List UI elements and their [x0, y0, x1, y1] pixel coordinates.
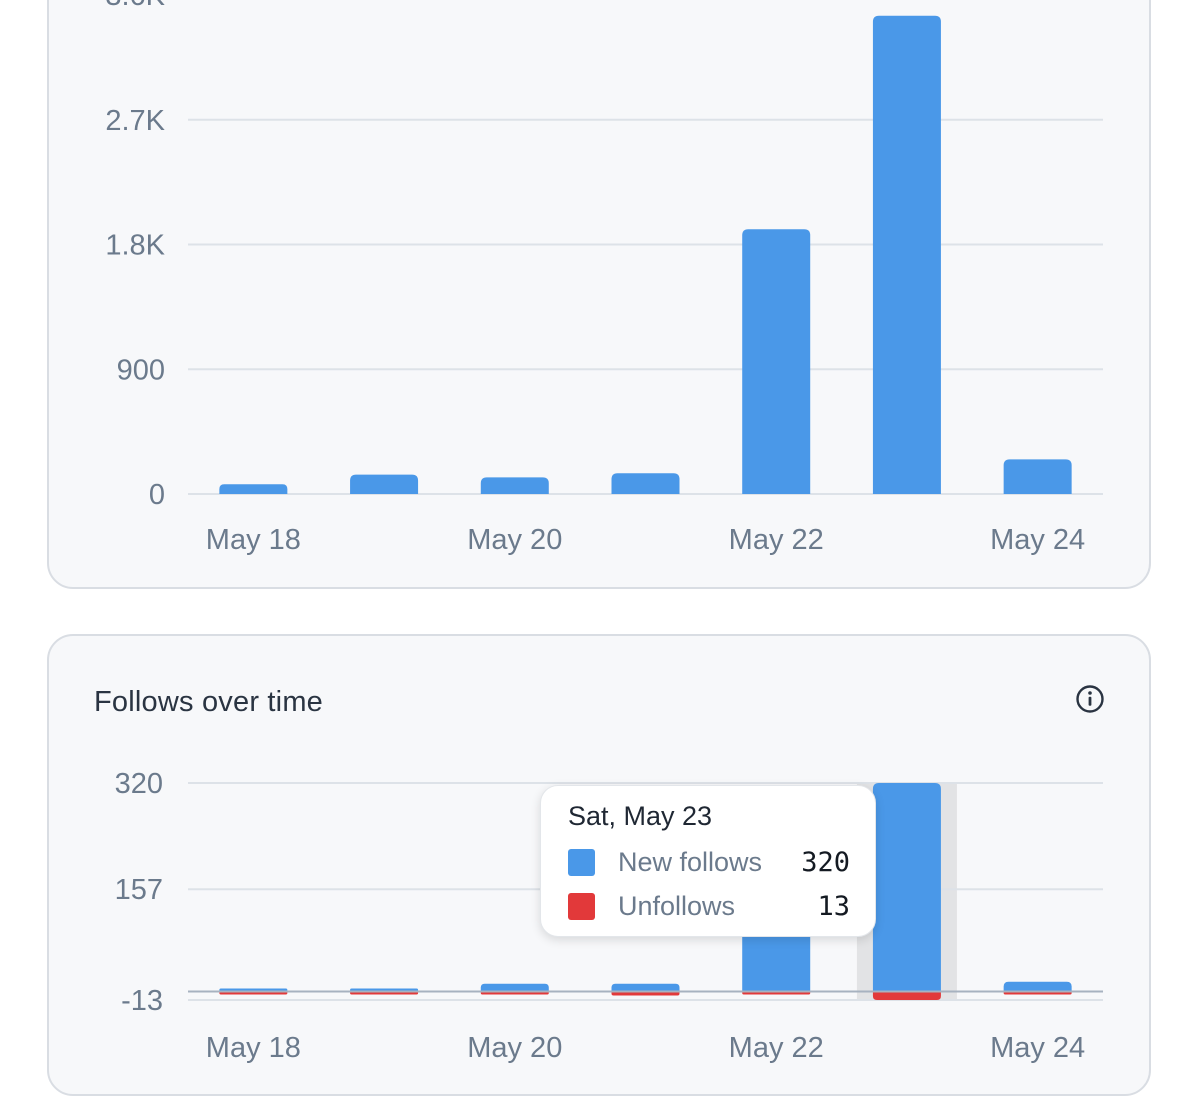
- card-title: Follows over time: [94, 686, 324, 718]
- x-tick-label: May 18: [206, 524, 301, 556]
- x-tick-label: May 20: [467, 524, 562, 556]
- y-tick-label: 3.6K: [105, 0, 165, 12]
- y-tick-label: 1.8K: [105, 230, 165, 262]
- y-tick-label: 0: [149, 479, 165, 511]
- bar: [219, 484, 288, 494]
- y-tick-label: -13: [121, 985, 163, 1017]
- bar: [480, 983, 549, 992]
- y-tick-label: 2.7K: [105, 105, 165, 137]
- tooltip-swatch-new-follows: [568, 849, 595, 876]
- x-tick-label: May 22: [729, 524, 824, 556]
- bar: [480, 477, 549, 494]
- bar: [611, 473, 680, 494]
- x-tick-label: May 20: [467, 1032, 562, 1064]
- info-icon[interactable]: [1075, 684, 1105, 714]
- tooltip-label: New follows: [618, 847, 763, 877]
- bar: [350, 474, 419, 494]
- chart-tooltip: Sat, May 23 New follows 320 Unfollows 13: [540, 785, 876, 937]
- y-tick-label: 320: [115, 768, 163, 800]
- tooltip-date: Sat, May 23: [568, 801, 713, 831]
- y-tick-label: 900: [117, 354, 165, 386]
- bar: [1003, 981, 1072, 992]
- y-tick-label: 157: [115, 874, 163, 906]
- bar: [611, 983, 680, 992]
- bar: [1003, 459, 1072, 494]
- bar: [872, 991, 941, 1000]
- x-tick-label: May 22: [729, 1032, 824, 1064]
- tooltip-value: 13: [817, 891, 850, 922]
- tooltip-row-unfollows: Unfollows 13: [568, 891, 850, 922]
- follows-bar-chart: 320 157 -13 May 18 May 20 May 22 May 24: [115, 768, 1103, 1064]
- tooltip-row-new-follows: New follows 320: [568, 847, 850, 878]
- bar: [872, 15, 941, 495]
- follows-over-time-card: Follows over time 320 157 -13 May 18 May 20 M…: [47, 634, 1151, 1096]
- bar: [742, 229, 811, 494]
- x-tick-label: May 24: [990, 1032, 1085, 1064]
- x-tick-label: May 24: [990, 524, 1085, 556]
- bar: [872, 783, 941, 992]
- followers-chart-card: 3.6K 2.7K 1.8K 900 0 May 18 May 20 May 22 May 24: [47, 0, 1151, 589]
- tooltip-swatch-unfollows: [568, 893, 595, 920]
- tooltip-label: Unfollows: [618, 891, 736, 921]
- x-tick-label: May 18: [206, 1032, 301, 1064]
- tooltip-value: 320: [801, 847, 850, 878]
- followers-bar-chart: 3.6K 2.7K 1.8K 900 0 May 18 May 20 May 22 May 24: [105, 0, 1103, 556]
